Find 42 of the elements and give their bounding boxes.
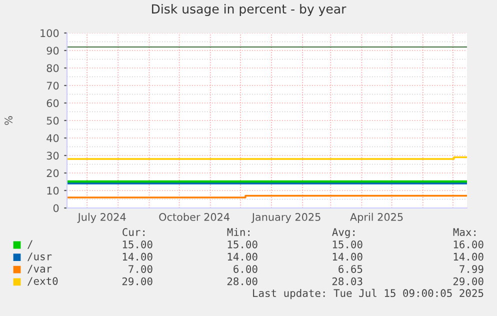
y-tick-label: 100 (40, 29, 59, 38)
text: 14.00 (454, 252, 484, 261)
legend-label: /usr (28, 252, 52, 262)
text: 16.00 (454, 240, 484, 248)
text: 28.03 (332, 277, 362, 286)
text: 6.00 (234, 265, 258, 273)
chart-title: Disk usage in percent - by year (152, 4, 346, 16)
y-tick-label: 70 (46, 82, 59, 90)
text: 6.65 (338, 265, 362, 273)
x-tick-label: October 2024 (159, 212, 230, 221)
text: Avg: (332, 228, 354, 238)
legend-label: / (28, 240, 32, 249)
x-tick-label: April 2025 (350, 212, 403, 223)
text: 15.00 (122, 240, 152, 248)
y-tick-label: 20 (46, 169, 59, 178)
text: Min: (227, 228, 250, 236)
y-tick-label: 30 (46, 152, 59, 160)
text: 14.00 (122, 252, 152, 261)
y-tick-label: 40 (46, 134, 59, 142)
text: Cur: (122, 228, 144, 236)
y-tick-label: 80 (46, 64, 59, 72)
x-tick-label: July 2024 (77, 212, 126, 223)
y-tick-label: 50 (46, 116, 59, 125)
text: 15.00 (228, 240, 258, 248)
y-tick-label: 90 (46, 46, 59, 55)
x-tick-label: January 2025 (251, 213, 320, 223)
text: 14.00 (332, 252, 362, 261)
text: 15.00 (332, 240, 362, 248)
y-tick-label: 60 (46, 99, 59, 108)
text: 28.00 (227, 277, 258, 286)
text: 29.00 (122, 277, 152, 286)
text: 29.00 (453, 277, 484, 286)
y-tick-label: 10 (47, 186, 59, 195)
text: Max: (453, 228, 476, 236)
text: 7.99 (460, 265, 484, 273)
y-axis-title: % (4, 116, 12, 125)
legend-label: /var (28, 264, 52, 274)
y-tick-label: 0 (53, 204, 59, 212)
text: Last update: Tue Jul 15 09:00:05 2025 (253, 288, 484, 300)
legend-label: /ext0 (28, 277, 58, 286)
text: 7.00 (128, 265, 152, 273)
text: 14.00 (228, 252, 258, 261)
